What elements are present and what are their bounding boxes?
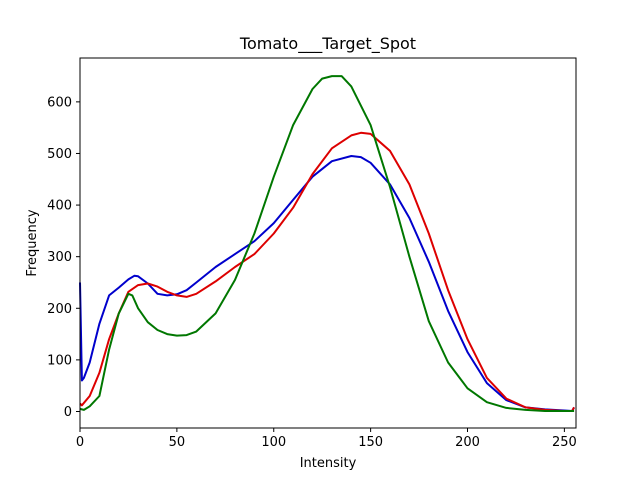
x-axis: 0 50 100 150 200 250 xyxy=(76,428,577,450)
y-axis: 0 100 200 300 400 500 600 xyxy=(47,95,80,420)
x-tick-label: 50 xyxy=(169,435,186,450)
series-line-3 xyxy=(79,75,575,412)
series-line-1 xyxy=(79,155,575,412)
y-tick-label: 0 xyxy=(64,405,72,420)
x-axis-label: Intensity xyxy=(300,456,357,471)
y-tick-label: 600 xyxy=(47,95,72,110)
y-tick-label: 500 xyxy=(47,147,72,162)
series-layer xyxy=(79,75,575,412)
y-tick-label: 400 xyxy=(47,199,72,214)
x-tick-label: 200 xyxy=(455,435,480,450)
x-tick-label: 150 xyxy=(358,435,383,450)
y-tick-label: 100 xyxy=(47,353,72,368)
y-tick-label: 300 xyxy=(47,250,72,265)
x-tick-label: 0 xyxy=(76,435,84,450)
y-axis-label: Frequency xyxy=(25,209,40,276)
x-tick-label: 100 xyxy=(261,435,286,450)
plot-frame xyxy=(79,57,577,429)
y-tick-label: 200 xyxy=(47,302,72,317)
chart-title: Tomato___Target_Spot xyxy=(239,34,416,54)
x-tick-label: 250 xyxy=(552,435,577,450)
